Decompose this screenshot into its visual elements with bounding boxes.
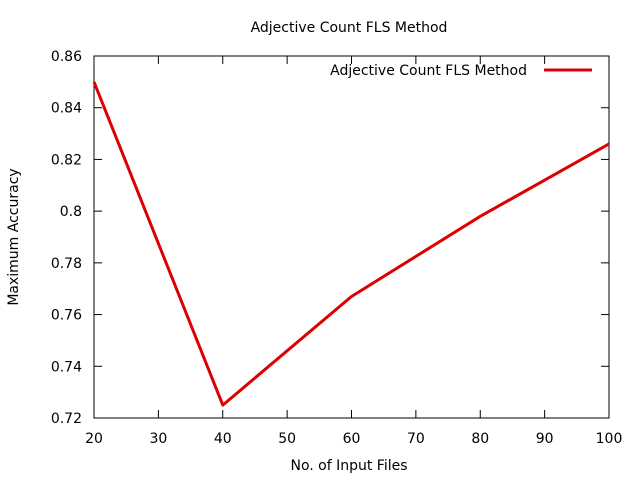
- y-tick-label: 0.74: [51, 359, 82, 375]
- x-tick-label: 30: [149, 431, 167, 447]
- x-tick-label: 90: [536, 431, 554, 447]
- x-axis-label: No. of Input Files: [290, 458, 407, 474]
- x-tick-label: 70: [407, 431, 425, 447]
- x-tick-label: 80: [471, 431, 489, 447]
- y-tick-label: 0.86: [51, 49, 82, 65]
- x-tick-label: 20: [85, 431, 103, 447]
- y-tick-label: 0.8: [60, 204, 82, 220]
- legend: Adjective Count FLS Method: [330, 63, 592, 79]
- x-tick-label: 50: [278, 431, 296, 447]
- x-tick-label: 100: [596, 431, 623, 447]
- x-tick-label: 60: [343, 431, 361, 447]
- x-axis-ticks: 20 30 40 50 60 70 80 90 100: [85, 56, 622, 447]
- series-line: [92, 81, 610, 407]
- legend-label: Adjective Count FLS Method: [330, 63, 527, 79]
- chart-title: Adjective Count FLS Method: [251, 20, 448, 36]
- y-axis-ticks: 0.72 0.74 0.76 0.78 0.8 0.82 0.84 0.86: [51, 49, 609, 427]
- y-tick-label: 0.78: [51, 256, 82, 272]
- y-axis-label: Maximum Accuracy: [6, 168, 22, 305]
- y-tick-label: 0.76: [51, 308, 82, 324]
- y-tick-label: 0.82: [51, 152, 82, 168]
- x-tick-label: 40: [214, 431, 232, 447]
- plot-frame: [93, 55, 610, 419]
- y-tick-label: 0.84: [51, 101, 82, 117]
- y-tick-label: 0.72: [51, 411, 82, 427]
